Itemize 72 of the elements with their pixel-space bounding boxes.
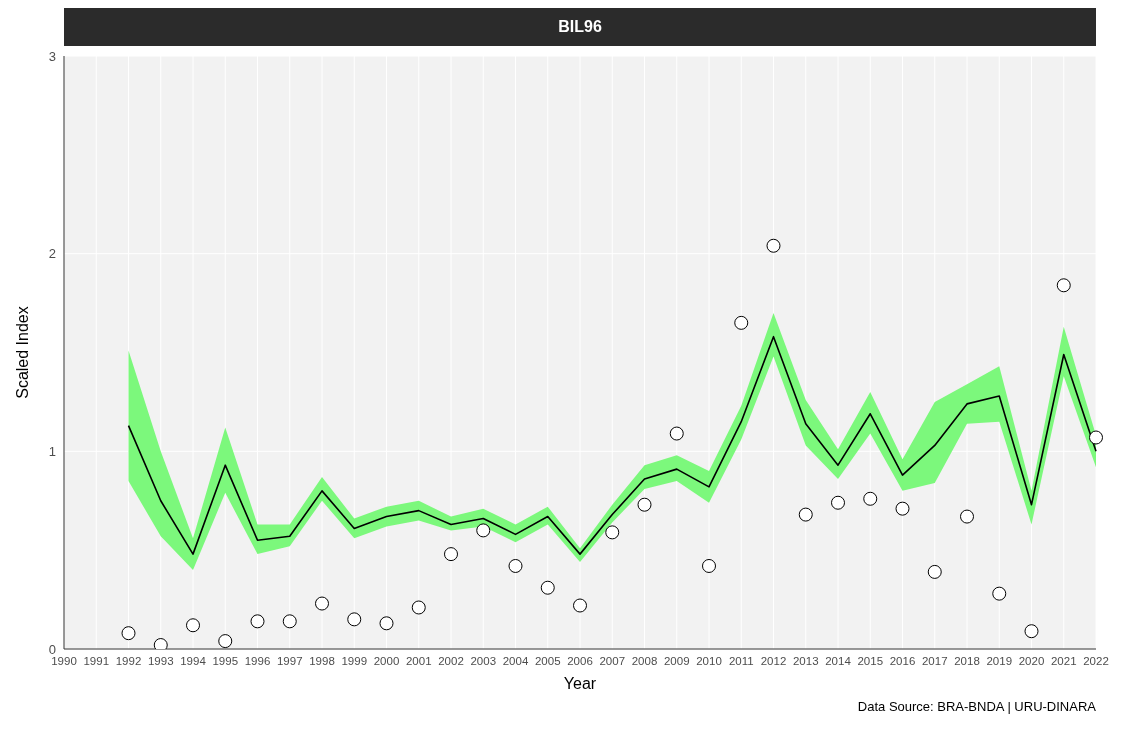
x-tick-label: 2010 xyxy=(696,655,722,668)
y-tick-label: 1 xyxy=(48,443,56,459)
point xyxy=(186,618,200,633)
x-tick-label: 2015 xyxy=(857,655,884,668)
point xyxy=(573,598,587,613)
x-tick-label: 2006 xyxy=(567,655,593,668)
x-tick-label: 2008 xyxy=(631,655,658,668)
point xyxy=(637,497,652,512)
x-tick-label: 2004 xyxy=(502,655,529,668)
x-tick-label: 2018 xyxy=(954,655,980,668)
point xyxy=(992,586,1007,601)
x-tick-label: 2016 xyxy=(889,655,916,668)
point xyxy=(734,315,749,330)
x-tick-label: 2000 xyxy=(373,655,400,668)
x-tick-label: 1994 xyxy=(180,655,207,668)
x-tick-label: 2011 xyxy=(728,655,754,668)
point xyxy=(831,495,845,510)
chart-title: BIL96 xyxy=(64,8,1096,46)
x-tick-label: 1995 xyxy=(212,655,239,668)
point xyxy=(798,507,813,522)
point xyxy=(540,580,555,595)
point xyxy=(1089,430,1103,445)
point xyxy=(379,616,394,631)
x-axis-title: Year xyxy=(563,675,597,692)
point xyxy=(605,525,620,540)
x-tick-label: 1992 xyxy=(115,655,142,668)
x-tick-label: 1996 xyxy=(244,655,271,668)
y-tick-label: 2 xyxy=(48,246,56,262)
x-tick-label: 2005 xyxy=(534,655,561,668)
x-tick-label: 1993 xyxy=(147,655,174,668)
point xyxy=(282,614,297,629)
point xyxy=(766,238,781,253)
point xyxy=(444,547,458,562)
x-tick-label: 1997 xyxy=(276,655,303,668)
point xyxy=(1024,624,1039,639)
x-tick-label: 1999 xyxy=(341,655,368,668)
point xyxy=(927,564,942,579)
point xyxy=(411,600,426,615)
x-tick-label: 2003 xyxy=(470,655,497,668)
x-tick-label: 2007 xyxy=(599,655,626,668)
x-tick-label: 2009 xyxy=(663,655,690,668)
x-tick-label: 1998 xyxy=(309,655,335,668)
y-tick-label: 3 xyxy=(48,48,56,64)
x-tick-label: 2022 xyxy=(1083,655,1109,668)
x-tick-label: 1990 xyxy=(51,655,77,668)
point xyxy=(702,558,716,573)
x-tick-label: 2020 xyxy=(1018,655,1045,668)
y-tick-label: 0 xyxy=(48,641,56,657)
point xyxy=(960,509,974,524)
point xyxy=(250,614,265,629)
x-tick-label: 2001 xyxy=(405,655,432,668)
x-tick-label: 2021 xyxy=(1050,655,1077,668)
point xyxy=(863,491,878,506)
point xyxy=(121,626,136,641)
x-tick-label: 2012 xyxy=(760,655,787,668)
source-note: Data Source: BRA-BNDA | URU-DINARA xyxy=(856,699,1097,714)
x-tick-label: 1991 xyxy=(83,655,110,668)
point xyxy=(895,501,910,516)
point xyxy=(347,612,362,627)
x-tick-label: 2014 xyxy=(825,655,852,668)
x-tick-label: 2019 xyxy=(986,655,1013,668)
point xyxy=(218,634,233,649)
point xyxy=(476,523,491,538)
x-tick-label: 2002 xyxy=(438,655,464,668)
point xyxy=(508,558,523,573)
x-tick-label: 2017 xyxy=(921,655,948,668)
point xyxy=(153,638,168,649)
y-axis-title: Scaled Index xyxy=(13,306,31,399)
point xyxy=(315,596,329,611)
point xyxy=(669,426,684,441)
x-tick-label: 2013 xyxy=(792,655,819,668)
point xyxy=(1056,278,1071,293)
